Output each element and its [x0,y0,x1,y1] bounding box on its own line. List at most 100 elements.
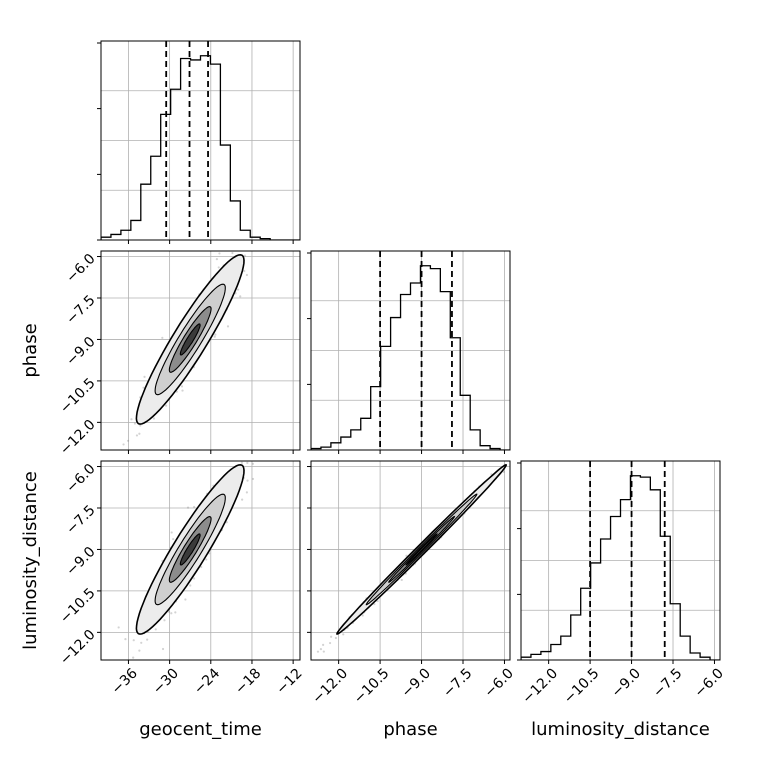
tick-label-y: −10.5 [57,375,99,417]
scatter-point [138,649,141,652]
scatter-point [243,269,246,273]
scatter-point [511,455,513,457]
hist-bars [311,265,510,450]
scatter-point [181,389,184,392]
scatter-point [226,325,230,328]
xlabel-geocent_time: geocent_time [139,719,262,740]
scatter-point [163,619,166,622]
scatter-point [530,437,532,439]
tick-label-y: −9.0 [63,544,98,579]
tick-label-x: −18 [232,665,264,697]
scatter-point [189,584,192,587]
scatter-point [200,565,203,569]
scatter-point [161,336,164,339]
scatter-point [146,638,149,641]
scatter-point [330,635,333,638]
axes-frame [100,40,301,241]
scatter-point [511,461,513,463]
ylabel-phase: phase [20,323,41,377]
scatter-point [245,491,248,494]
scatter-point [322,650,325,653]
scatter-point [140,641,143,644]
tick-label-x: −24 [191,665,223,697]
tick-label-y: −7.5 [63,502,98,537]
xlabel-luminosity_distance: luminosity_distance [531,719,710,740]
hist-panel-luminosity_distance [517,460,721,664]
scatter-panel-phase-vs-geocent_time [97,250,301,454]
axes-frame [520,460,721,661]
tick-label-y: −12.0 [57,417,99,459]
scatter-point [125,665,127,667]
scatter-point [237,453,239,455]
scatter-point [502,470,505,474]
scatter-panel-luminosity_distance-vs-phase [307,437,532,664]
contour-level-3 [179,323,201,356]
scatter-point [139,424,142,427]
scatter-point [164,404,168,407]
scatter-point [251,462,254,465]
scatter-point [243,254,247,257]
scatter-point [215,258,218,261]
scatter-point [240,461,243,464]
scatter-point [184,598,187,601]
scatter-point [205,558,208,561]
scatter-point [142,386,145,389]
contour-level-3 [179,533,201,566]
scatter-point [405,554,408,557]
scatter-point [132,639,135,642]
tick-label-x: −10.5 [351,665,393,707]
hist-panel-geocent_time [97,40,301,244]
scatter-point [213,335,216,338]
scatter-point [226,453,228,455]
scatter-point [180,385,184,388]
tick-label-y: −7.5 [63,292,98,327]
scatter-point [361,614,364,617]
tick-label-x: −12 [273,665,305,697]
scatter-point [170,612,173,615]
scatter-point [244,452,246,454]
hist-panel-phase [307,250,511,454]
scatter-point [117,626,120,629]
scatter-point [225,521,228,524]
scatter-point [186,506,190,509]
scatter-point [509,455,511,457]
tick-label-x: −7.5 [440,665,475,700]
scatter-point [217,266,220,269]
scatter-point [161,647,165,651]
scatter-point [138,432,141,435]
scatter-point [132,656,135,659]
hist-bars [101,55,300,240]
tick-label-x: −10.5 [561,665,603,707]
scatter-point [400,578,403,582]
scatter-point [192,577,196,580]
tick-label-y: −9.0 [63,334,98,369]
scatter-point [245,273,249,277]
tick-label-x: −12.0 [309,665,351,707]
scatter-point [135,434,139,437]
tick-label-y: −10.5 [57,585,99,627]
scatter-point [170,531,173,534]
scatter-point [193,505,196,509]
scatter-panel-luminosity_distance-vs-geocent_time [97,452,301,667]
scatter-point [167,610,171,613]
tick-label-x: −30 [150,665,182,697]
xlabel-phase: phase [383,719,437,740]
scatter-point [126,439,130,442]
scatter-point [328,641,332,645]
contour-level-3 [405,533,438,566]
scatter-point [246,479,249,482]
scatter-point [152,417,156,420]
scatter-point [241,454,243,456]
scatter-point [236,288,240,291]
tick-label-x: −12.0 [519,665,561,707]
tick-label-x: −6.0 [482,665,517,700]
hist-step-geocent_time [101,55,300,240]
scatter-point [172,537,175,541]
axes-frame [310,460,511,661]
scatter-point [239,295,242,298]
density-contours [135,253,245,425]
scatter-point [334,636,337,640]
density-contours [135,463,245,635]
scatter-point [342,633,345,636]
